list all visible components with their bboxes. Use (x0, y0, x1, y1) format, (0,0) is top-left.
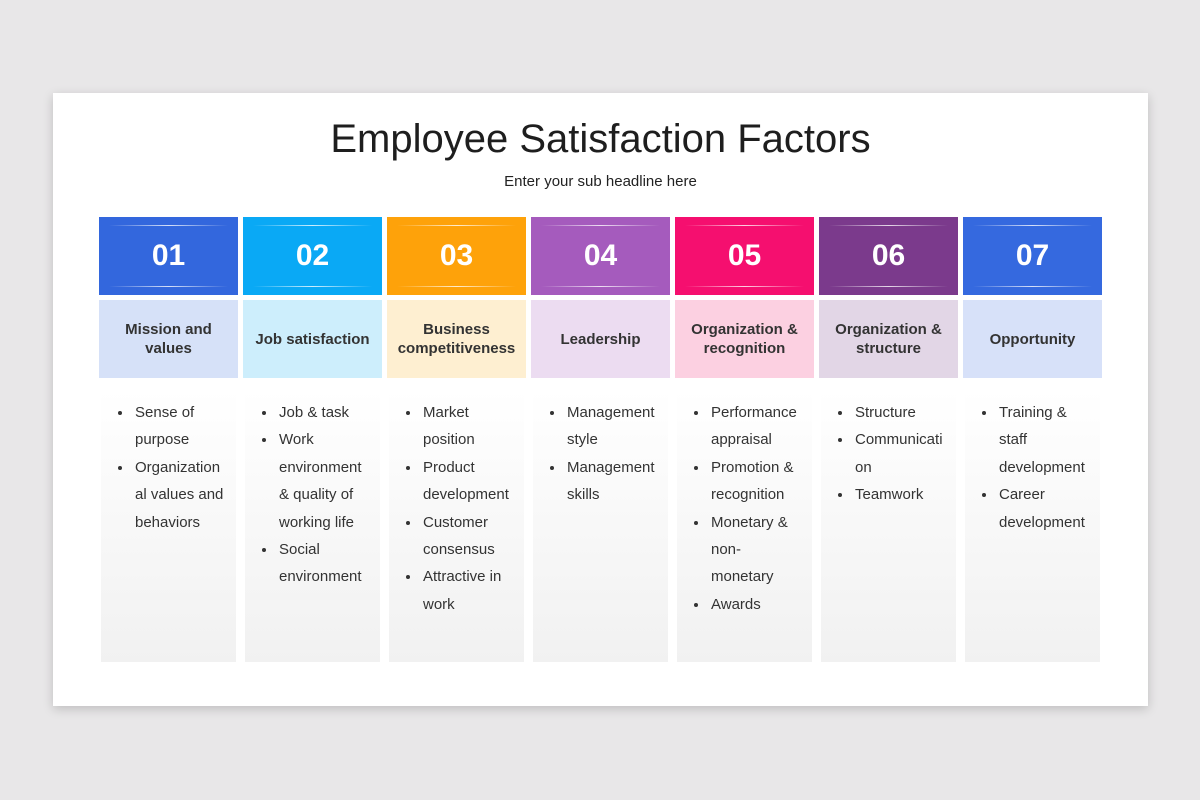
factor-number: 06 (819, 217, 958, 295)
factor-item: Management skills (565, 454, 658, 509)
subtitle: Enter your sub headline here (504, 173, 697, 190)
factor-body: Training & staff developmentCareer devel… (965, 390, 1100, 662)
factor-label: Organization & recognition (675, 300, 814, 378)
factor-body: Performance appraisalPromotion & recogni… (677, 390, 812, 662)
factor-list: StructureCommunicationTeamwork (833, 399, 946, 509)
factor-item: Work environment & quality of working li… (277, 426, 370, 536)
factor-number: 03 (387, 217, 526, 295)
factor-body: Job & taskWork environment & quality of … (245, 390, 380, 662)
factor-list: Performance appraisalPromotion & recogni… (689, 399, 802, 618)
factor-label: Business competitiveness (387, 300, 526, 378)
factor-label: Job satisfaction (243, 300, 382, 378)
factor-label: Leadership (531, 300, 670, 378)
factor-body: StructureCommunicationTeamwork (821, 390, 956, 662)
factor-item: Management style (565, 399, 658, 454)
factor-item: Sense of purpose (133, 399, 226, 454)
factor-item: Communication (853, 426, 946, 481)
factor-label: Organization & structure (819, 300, 958, 378)
factor-number: 04 (531, 217, 670, 295)
factor-body: Management styleManagement skills (533, 390, 668, 662)
factor-number: 07 (963, 217, 1102, 295)
factor-item: Product development (421, 454, 514, 509)
factor-item: Structure (853, 399, 946, 426)
factor-number: 01 (99, 217, 238, 295)
factor-list: Sense of purposeOrganizational values an… (113, 399, 226, 536)
factor-item: Promotion & recognition (709, 454, 802, 509)
factor-item: Performance appraisal (709, 399, 802, 454)
factor-body: Market positionProduct developmentCustom… (389, 390, 524, 662)
factor-item: Organizational values and behaviors (133, 454, 226, 536)
factor-body: Sense of purposeOrganizational values an… (101, 390, 236, 662)
factor-label: Opportunity (963, 300, 1102, 378)
factor-number: 02 (243, 217, 382, 295)
factor-item: Training & staff development (997, 399, 1090, 481)
factor-list: Management styleManagement skills (545, 399, 658, 509)
title: Employee Satisfaction Factors (330, 117, 871, 161)
factor-item: Social environment (277, 536, 370, 591)
factor-list: Job & taskWork environment & quality of … (257, 399, 370, 591)
factor-item: Customer consensus (421, 509, 514, 564)
factor-item: Teamwork (853, 481, 946, 508)
factor-item: Awards (709, 591, 802, 618)
factor-number: 05 (675, 217, 814, 295)
factor-list: Market positionProduct developmentCustom… (401, 399, 514, 618)
factor-list: Training & staff developmentCareer devel… (977, 399, 1090, 536)
slide: Employee Satisfaction Factors Enter your… (53, 93, 1148, 706)
factor-item: Job & task (277, 399, 370, 426)
factor-item: Career development (997, 481, 1090, 536)
factor-item: Monetary & non-monetary (709, 509, 802, 591)
factor-item: Market position (421, 399, 514, 454)
factor-label: Mission and values (99, 300, 238, 378)
factor-item: Attractive in work (421, 563, 514, 618)
